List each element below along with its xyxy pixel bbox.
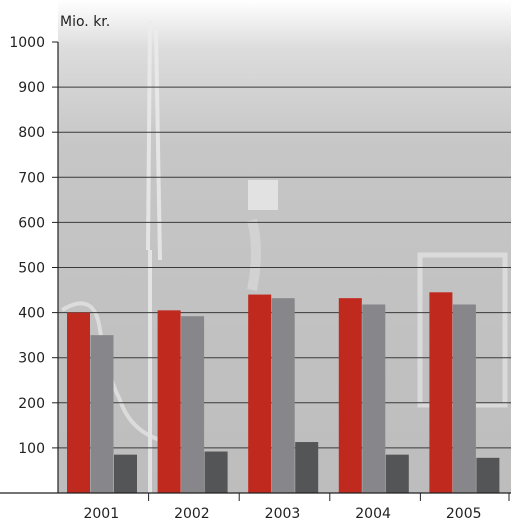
y-tick-label: 400 — [18, 306, 45, 322]
axes: 100 200 300 400 500 600 700 800 900 1000 2001 2002 2… — [0, 35, 511, 522]
x-tick-label: 2002 — [174, 506, 210, 522]
y-tick-label: 300 — [18, 351, 45, 367]
y-tick-label: 800 — [18, 125, 45, 141]
y-tick-label: 200 — [18, 396, 45, 412]
bar — [204, 451, 228, 493]
bar — [295, 442, 319, 493]
x-tick-label: 2001 — [83, 506, 119, 522]
y-tick-label: 700 — [18, 170, 45, 186]
bar — [338, 298, 362, 493]
bars — [67, 292, 500, 493]
x-tick-label: 2004 — [355, 506, 391, 522]
y-tick-label: 600 — [18, 215, 45, 231]
bar — [90, 335, 114, 493]
bar — [362, 304, 386, 493]
bar — [181, 316, 205, 493]
bar — [429, 292, 453, 493]
bar — [452, 304, 476, 493]
y-tick-label: 900 — [18, 80, 45, 96]
bar — [248, 294, 272, 493]
x-tick-label: 2003 — [265, 506, 301, 522]
y-tick-label: 100 — [18, 441, 45, 457]
y-tick-label: 500 — [18, 261, 45, 277]
bar — [67, 312, 90, 493]
bar — [157, 310, 181, 493]
bar — [476, 457, 500, 493]
bar — [385, 454, 409, 493]
bar — [114, 454, 137, 493]
y-axis-label: Mio. kr. — [60, 14, 110, 30]
x-tick-label: 2005 — [446, 506, 482, 522]
y-tick-label: 1000 — [9, 35, 45, 51]
bar — [271, 298, 295, 493]
